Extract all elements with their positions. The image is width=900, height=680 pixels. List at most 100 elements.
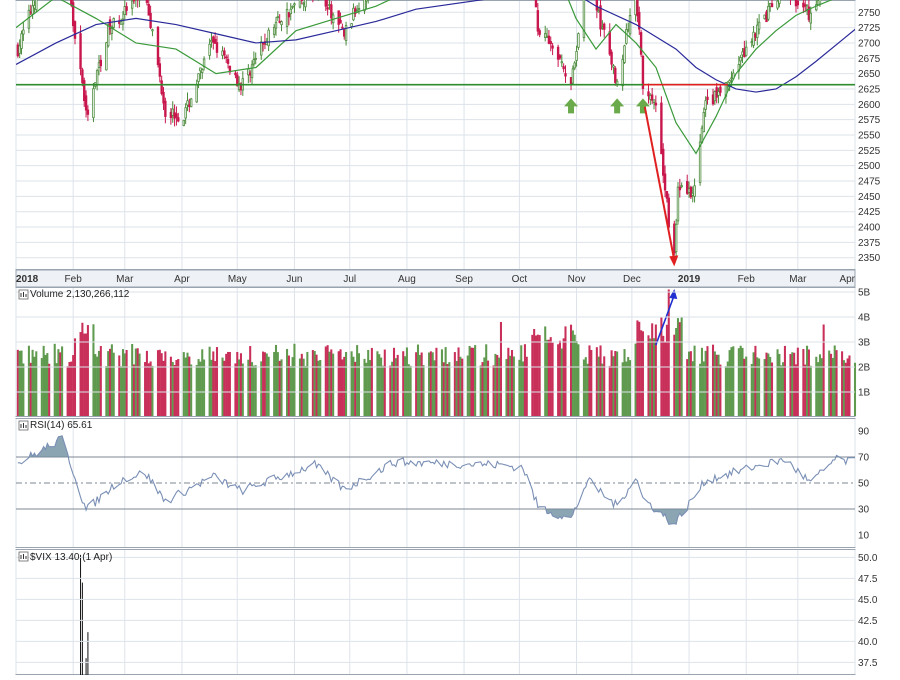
volume-bar	[549, 337, 552, 416]
volume-bar	[691, 361, 694, 416]
rsi-tick-label: 30	[858, 505, 870, 516]
volume-bar	[470, 347, 473, 416]
candle-body	[641, 55, 645, 89]
volume-bar	[46, 353, 49, 416]
volume-bar	[149, 361, 152, 416]
price-tick-label: 2425	[858, 207, 881, 218]
volume-bar	[186, 352, 189, 416]
candle-body	[169, 111, 173, 119]
volume-bar	[590, 349, 593, 416]
candle-body	[680, 185, 683, 188]
volume-bar	[533, 328, 536, 416]
volume-bar	[354, 361, 357, 416]
candle-body	[280, 21, 283, 26]
price-panel: 2350 2375 2400 2425 2450 2475 2500 2525 2550 2575…	[15, 0, 881, 270]
volume-bar	[494, 353, 497, 416]
candle-body	[73, 21, 77, 39]
volume-bar	[145, 350, 148, 416]
rsi-tick-label: 70	[858, 453, 870, 464]
volume-bar	[699, 363, 702, 416]
volume-bar	[265, 353, 268, 416]
volume-bar	[831, 357, 834, 416]
candle-body	[601, 26, 604, 29]
volume-bar	[651, 323, 654, 416]
candle-body	[121, 18, 125, 25]
support-test-arrow	[610, 98, 625, 114]
volume-bar	[252, 365, 255, 416]
candle-body	[254, 58, 257, 60]
volume-bar	[507, 347, 510, 416]
volume-bar	[752, 352, 755, 416]
candle-body	[119, 20, 123, 25]
candle-body	[350, 23, 353, 27]
volume-bar	[741, 347, 744, 416]
volume-bar	[215, 347, 219, 416]
candle-body	[300, 0, 304, 1]
candle-body	[226, 59, 230, 64]
volume-bar	[841, 351, 844, 416]
volume-bar	[72, 355, 75, 416]
candle-body	[298, 0, 302, 8]
volume-bar	[807, 349, 810, 416]
volume-bar	[835, 350, 838, 416]
rsi-line	[17, 435, 856, 525]
volume-bar	[704, 350, 707, 416]
volume-bar	[53, 343, 56, 416]
candle-body	[330, 4, 333, 19]
volume-bar	[461, 358, 464, 416]
vix-tick-label: 40.0	[858, 637, 878, 648]
candle-body	[20, 33, 23, 49]
vix-panel: 37.5 40.0 42.5 45.0 47.5 50.0	[15, 549, 878, 675]
volume-bar	[177, 358, 180, 416]
volume-bar	[756, 357, 759, 416]
candle-body	[147, 3, 150, 16]
volume-bar	[203, 359, 206, 416]
volume-bar	[724, 366, 727, 416]
candle-body	[768, 2, 772, 7]
volume-bar	[623, 349, 626, 416]
volume-bar	[311, 350, 314, 416]
volume-bar	[842, 360, 845, 416]
candle-body	[291, 5, 294, 8]
candle-body	[614, 67, 617, 83]
volume-bar	[802, 349, 805, 416]
candle-body	[195, 84, 198, 103]
volume-bar	[96, 356, 99, 416]
candle-body	[575, 50, 578, 61]
volume-bar	[569, 324, 573, 416]
candle-body	[250, 64, 254, 79]
volume-bar	[474, 345, 477, 416]
rsi-tick-label: 90	[858, 427, 870, 438]
volume-bar	[525, 356, 528, 416]
volume-bar	[57, 349, 60, 416]
volume-bar	[595, 347, 598, 416]
candle-body	[649, 94, 652, 100]
volume-bar	[326, 345, 329, 416]
volume-bar	[791, 352, 794, 416]
candle-body	[95, 70, 99, 86]
volume-bar	[286, 348, 289, 416]
volume-bar	[238, 359, 241, 416]
support-test-arrow	[635, 98, 650, 114]
volume-bar	[289, 366, 292, 416]
candle-body	[212, 36, 215, 43]
candle-body	[225, 56, 228, 59]
volume-bar	[61, 346, 64, 416]
volume-bar	[518, 359, 521, 416]
candle-body	[582, 0, 586, 38]
volume-bar	[337, 351, 340, 416]
candle-body	[765, 11, 768, 23]
candle-body	[730, 77, 733, 80]
candle-body	[324, 0, 327, 7]
volume-bar	[713, 351, 716, 416]
volume-bar	[789, 354, 792, 416]
volume-bar	[182, 352, 185, 416]
volume-bar	[197, 359, 200, 416]
volume-bar	[846, 358, 849, 416]
volume-bar	[429, 351, 432, 416]
volume-bar	[547, 339, 550, 416]
volume-bar	[241, 363, 244, 416]
vix-tick-label: 42.5	[858, 616, 878, 627]
volume-bar	[732, 346, 735, 416]
candle-body	[750, 41, 753, 43]
